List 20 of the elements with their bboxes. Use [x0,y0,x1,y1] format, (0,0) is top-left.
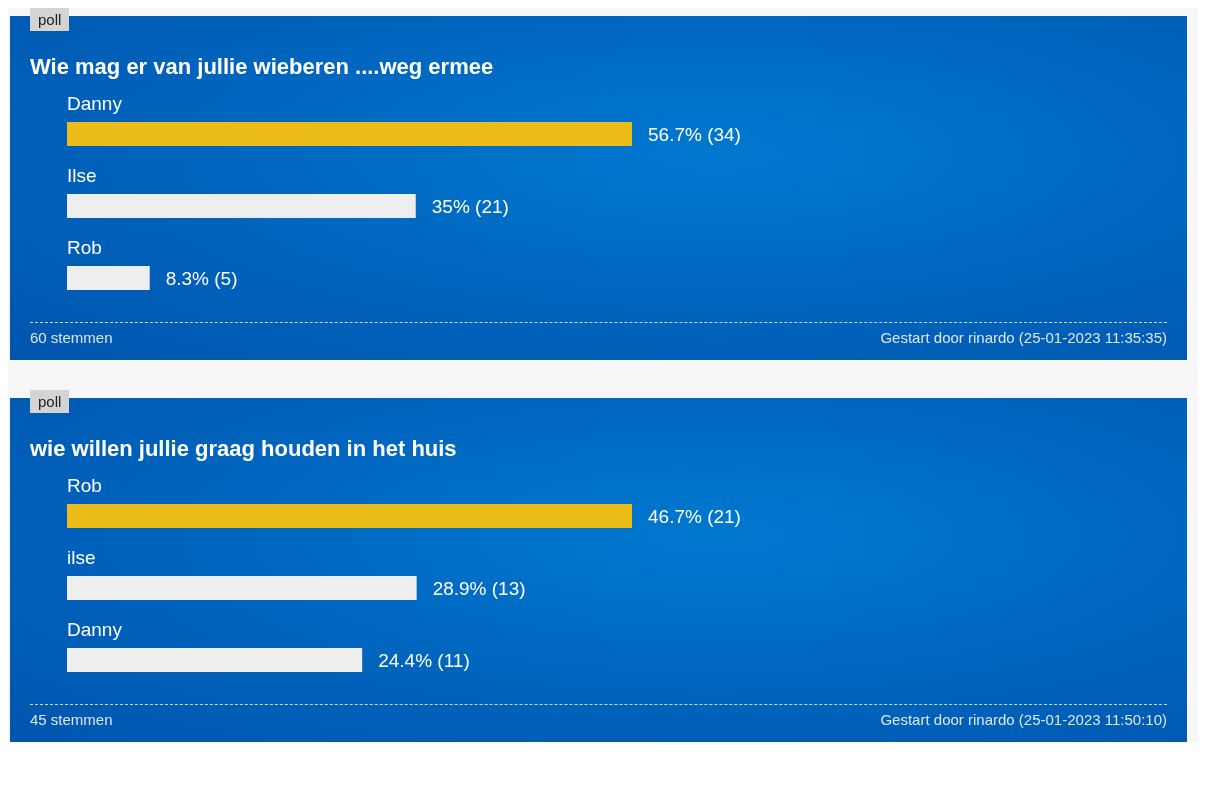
data-label: 35% (21) [431,196,509,217]
data-label: 8.3% (5) [165,268,238,289]
data-label: 46.7% (21) [648,506,741,527]
y-tick-label: ilse [67,547,96,568]
data-label: 28.9% (13) [432,578,526,599]
text: 45 stemmen [30,711,113,728]
text: poll [30,390,70,413]
text: 60 stemmen [30,329,113,346]
y-tick-label: Ilse [67,165,97,186]
data-label: 56.7% (34) [648,124,741,145]
text: Gestart door rinardo (25-01-2023 11:35:35) [880,329,1167,346]
chart-title: Wie mag er van jullie wieberen ....weg ermee [30,54,495,80]
chart-title: wie willen jullie graag houden in het huis [30,436,458,462]
y-tick-label: Rob [67,237,102,258]
y-tick-label: Danny [67,619,123,640]
y-tick-label: Danny [67,93,123,114]
text: poll [30,8,70,31]
text: Gestart door rinardo (25-01-2023 11:50:10) [880,711,1167,728]
y-tick-label: Rob [67,475,102,496]
data-label: 24.4% (11) [378,650,470,671]
